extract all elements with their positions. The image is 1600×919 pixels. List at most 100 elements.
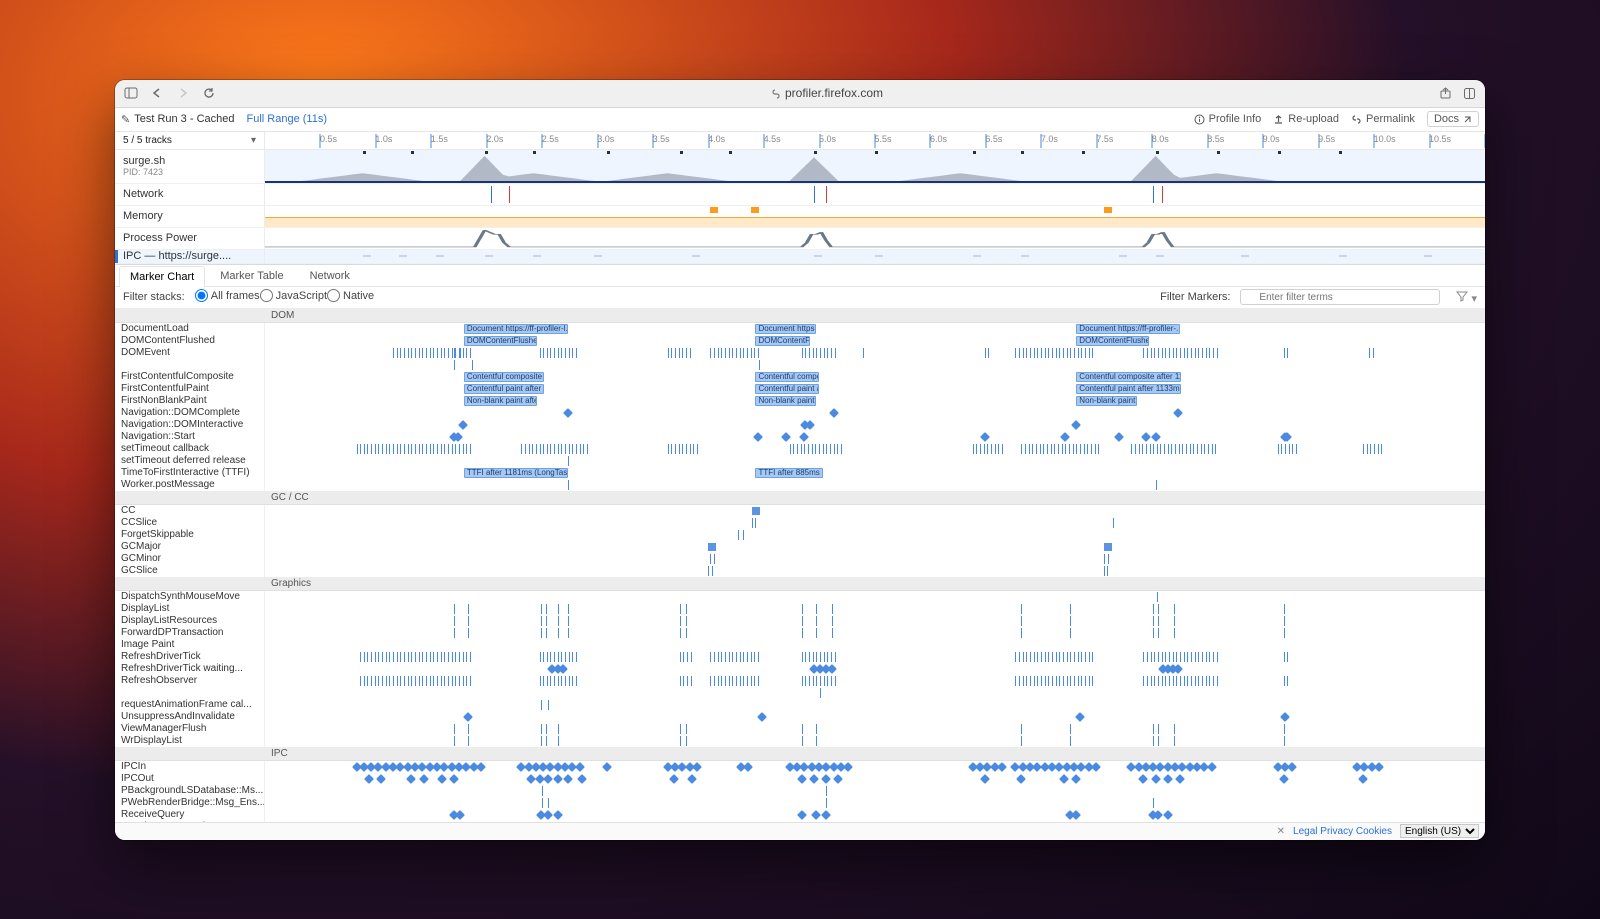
reupload-button[interactable]: Re-upload: [1273, 113, 1339, 125]
marker-diamond[interactable]: [1071, 420, 1081, 430]
marker-row[interactable]: PWebRenderBridge::Msg_Ens...: [115, 797, 1485, 809]
marker-diamond[interactable]: [455, 810, 465, 820]
marker-diamond[interactable]: [1163, 810, 1173, 820]
marker-diamond[interactable]: [757, 712, 767, 722]
marker-row[interactable]: CC: [115, 505, 1485, 517]
marker-bar[interactable]: Contentful paint afte...: [755, 384, 818, 394]
tab-marker-table[interactable]: Marker Table: [209, 265, 294, 286]
marker-bar[interactable]: Document https://ff-p...: [755, 324, 816, 334]
marker-bar[interactable]: DOMContentFlushed afte...: [1076, 336, 1149, 346]
track-ipc[interactable]: IPC — https://surge....: [115, 250, 1485, 264]
marker-row[interactable]: Image Paint: [115, 639, 1485, 651]
time-ruler[interactable]: 0.5s1.0s1.5s2.0s2.5s3.0s3.5s4.0s4.5s5.0s…: [265, 132, 1485, 149]
marker-row[interactable]: requestAnimationFrame cal...: [115, 699, 1485, 711]
close-icon[interactable]: ✕: [1277, 826, 1285, 837]
marker-row[interactable]: Navigation::DOMInteractive: [115, 419, 1485, 431]
marker-diamond[interactable]: [1141, 432, 1151, 442]
marker-diamond[interactable]: [811, 810, 821, 820]
marker-row[interactable]: CCSlice: [115, 517, 1485, 529]
marker-diamond[interactable]: [364, 774, 374, 784]
marker-diamond[interactable]: [809, 774, 819, 784]
marker-row[interactable]: Worker.postMessage: [115, 479, 1485, 491]
track-power[interactable]: Process Power: [115, 228, 1485, 250]
filter-markers-input[interactable]: [1240, 289, 1440, 305]
marker-bar[interactable]: Non-blank paint after ...: [1076, 396, 1137, 406]
track-net[interactable]: Network: [115, 184, 1485, 206]
marker-diamond[interactable]: [829, 408, 839, 418]
marker-row[interactable]: UnsuppressAndInvalidate: [115, 711, 1485, 723]
marker-row[interactable]: DOMEvent: [115, 347, 1485, 359]
profile-title[interactable]: Test Run 3 - Cached: [134, 113, 234, 125]
marker-bar[interactable]: TTFI after 885ms (Long...: [755, 468, 822, 478]
filter-option[interactable]: JavaScript: [260, 289, 327, 302]
marker-diamond[interactable]: [577, 774, 587, 784]
marker-diamond[interactable]: [1280, 712, 1290, 722]
marker-diamond[interactable]: [543, 774, 553, 784]
marker-diamond[interactable]: [687, 774, 697, 784]
marker-row[interactable]: FirstContentfulCompositeContentful compo…: [115, 371, 1485, 383]
footer-link[interactable]: Privacy: [1320, 826, 1353, 837]
marker-diamond[interactable]: [563, 408, 573, 418]
marker-diamond[interactable]: [543, 810, 553, 820]
docs-button[interactable]: Docs: [1427, 111, 1479, 127]
marker-row[interactable]: RefreshObserver: [115, 675, 1485, 687]
marker-bar[interactable]: Non-blank paint...: [755, 396, 816, 406]
marker-bar[interactable]: Document https://ff-profiler-...: [1076, 324, 1180, 334]
marker-diamond[interactable]: [781, 432, 791, 442]
footer-link[interactable]: Legal: [1293, 826, 1317, 837]
marker-row[interactable]: DOMContentFlushedDOMContentFlushed after…: [115, 335, 1485, 347]
marker-diamond[interactable]: [406, 774, 416, 784]
nav-forward-icon[interactable]: [175, 85, 191, 101]
marker-diamond[interactable]: [1071, 774, 1081, 784]
sidebar-toggle-icon[interactable]: [123, 85, 139, 101]
marker-diamond[interactable]: [833, 774, 843, 784]
footer-link[interactable]: Cookies: [1356, 826, 1392, 837]
marker-chart[interactable]: DOMDocumentLoadDocument https://ff-profi…: [115, 309, 1485, 822]
profile-info-button[interactable]: Profile Info: [1194, 113, 1262, 125]
marker-row[interactable]: GCMinor: [115, 553, 1485, 565]
process-track[interactable]: surge.shPID: 7423: [115, 150, 1485, 184]
marker-bar[interactable]: Document https://ff-profiler-l...: [464, 324, 568, 334]
marker-row[interactable]: DocumentLoadDocument https://ff-profiler…: [115, 323, 1485, 335]
marker-row[interactable]: Navigation::Start: [115, 431, 1485, 443]
marker-diamond[interactable]: [799, 432, 809, 442]
marker-row[interactable]: RefreshDriverTick waiting...: [115, 663, 1485, 675]
marker-diamond[interactable]: [669, 774, 679, 784]
marker-diamond[interactable]: [553, 810, 563, 820]
filter-option[interactable]: All frames: [195, 289, 260, 302]
marker-bar[interactable]: Contentful composite after 116...: [1076, 372, 1181, 382]
language-select[interactable]: English (US): [1400, 824, 1479, 838]
marker-diamond[interactable]: [1151, 774, 1161, 784]
marker-diamond[interactable]: [1279, 774, 1289, 784]
marker-diamond[interactable]: [1071, 810, 1081, 820]
marker-row[interactable]: GCMajor: [115, 541, 1485, 553]
marker-diamond[interactable]: [1075, 712, 1085, 722]
marker-bar[interactable]: Contentful paint after 1133ms...: [1076, 384, 1181, 394]
url-bar[interactable]: profiler.firefox.com: [227, 86, 1427, 100]
marker-row[interactable]: DisplayList: [115, 603, 1485, 615]
marker-row[interactable]: ForgetSkippable: [115, 529, 1485, 541]
marker-row[interactable]: setTimeout deferred release: [115, 455, 1485, 467]
marker-diamond[interactable]: [980, 774, 990, 784]
marker-row[interactable]: DisplayListResources: [115, 615, 1485, 627]
marker-row[interactable]: ViewManagerFlush: [115, 723, 1485, 735]
marker-bar[interactable]: DOMContentFlushed after...: [464, 336, 537, 346]
marker-diamond[interactable]: [1173, 408, 1183, 418]
marker-diamond[interactable]: [827, 664, 837, 674]
marker-diamond[interactable]: [821, 774, 831, 784]
marker-row[interactable]: [115, 359, 1485, 371]
marker-diamond[interactable]: [553, 774, 563, 784]
filter-funnel-icon[interactable]: ▾: [1456, 290, 1477, 305]
marker-diamond[interactable]: [463, 712, 473, 722]
marker-row[interactable]: [115, 687, 1485, 699]
marker-bar[interactable]: Contentful composite a...: [755, 372, 818, 382]
marker-diamond[interactable]: [437, 774, 447, 784]
marker-diamond[interactable]: [1175, 774, 1185, 784]
marker-row[interactable]: ReceiveQuery: [115, 809, 1485, 821]
marker-diamond[interactable]: [1151, 432, 1161, 442]
share-icon[interactable]: [1437, 85, 1453, 101]
marker-bar[interactable]: Contentful paint after 1161ms...: [464, 384, 545, 394]
marker-bar[interactable]: TTFI after 1181ms (LongTask wa...: [464, 468, 568, 478]
marker-diamond[interactable]: [821, 810, 831, 820]
marker-diamond[interactable]: [449, 774, 459, 784]
